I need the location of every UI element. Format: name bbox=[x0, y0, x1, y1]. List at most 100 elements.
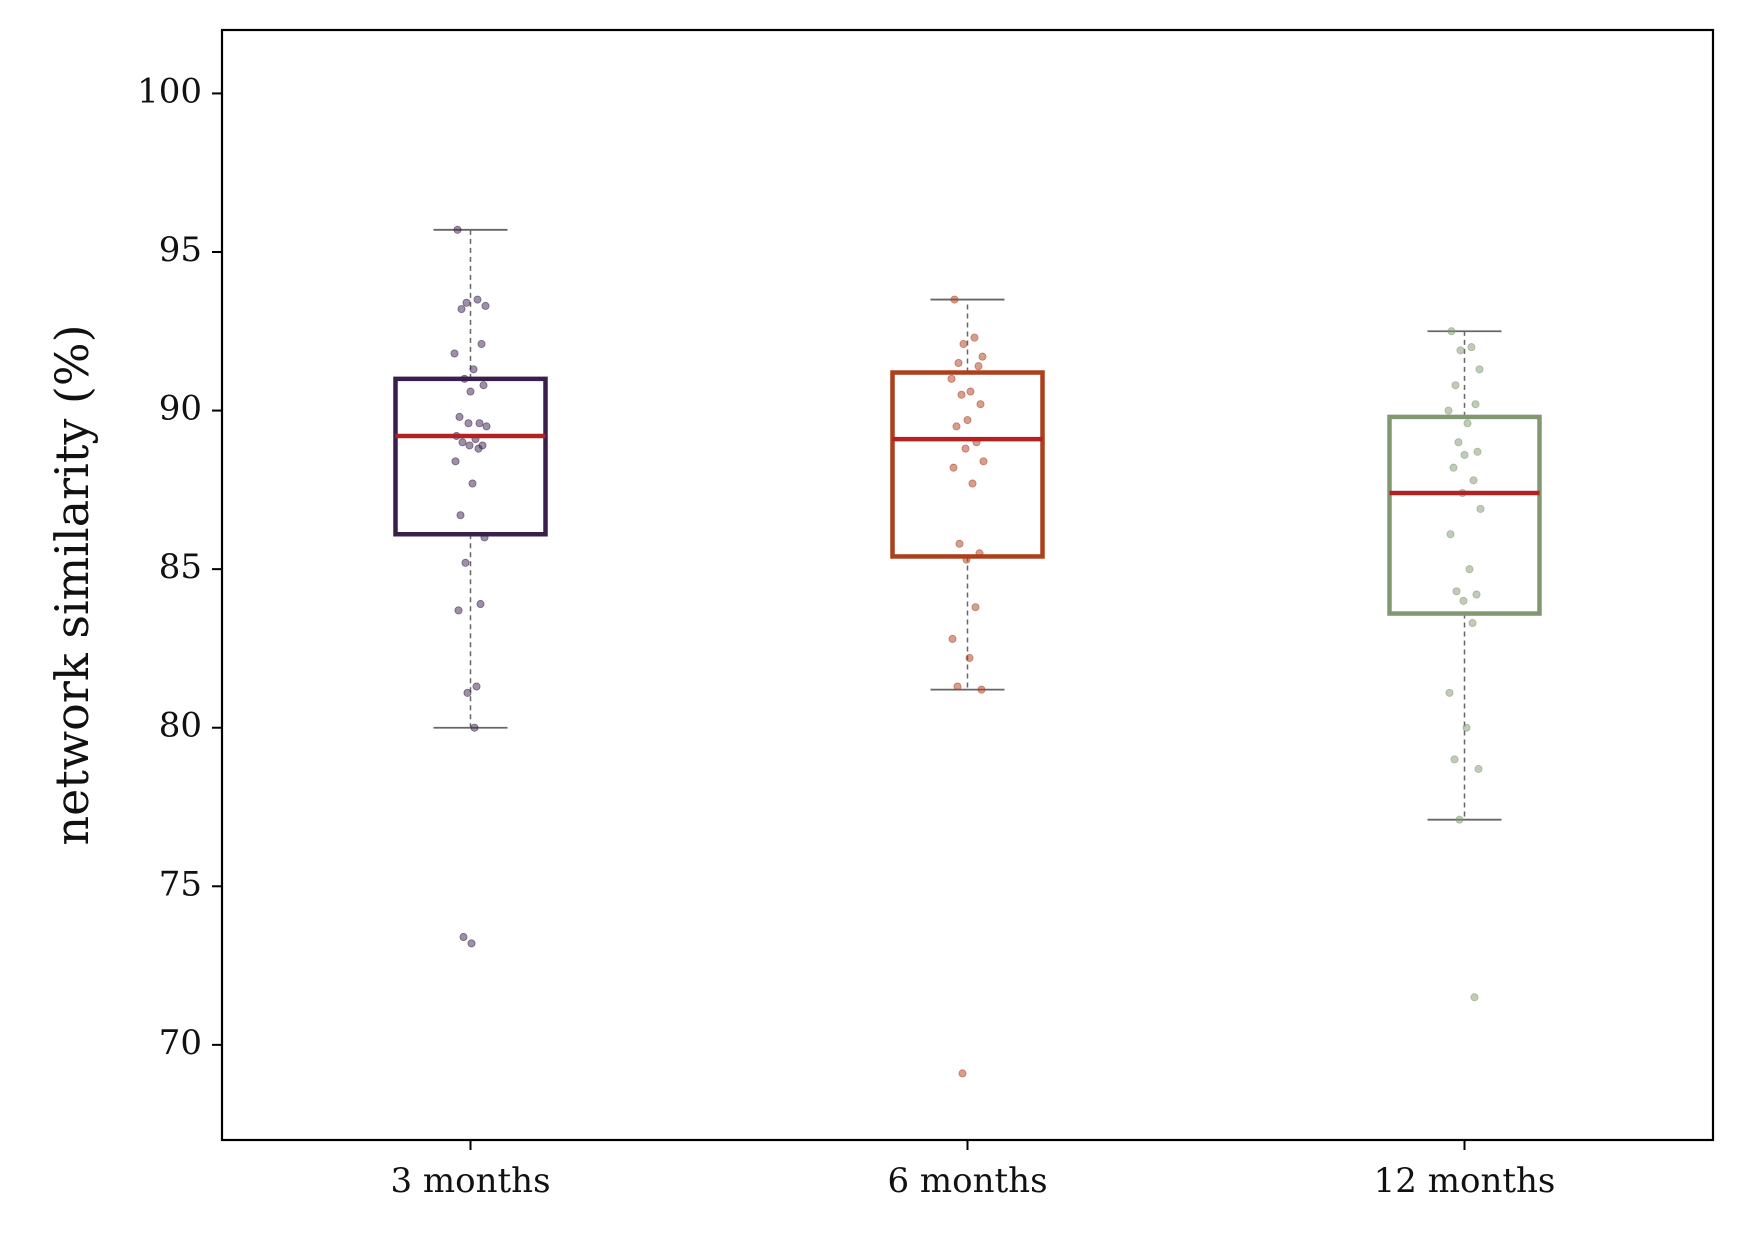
data-point bbox=[469, 365, 478, 374]
y-tick-label-70: 70 bbox=[159, 1023, 202, 1063]
x-tick-label-2: 12 months bbox=[1374, 1161, 1556, 1201]
data-point bbox=[1471, 400, 1480, 409]
data-point bbox=[1449, 463, 1458, 472]
data-point bbox=[468, 479, 477, 488]
data-point bbox=[470, 723, 479, 732]
data-point bbox=[1459, 596, 1468, 605]
data-point bbox=[455, 412, 464, 421]
box-group-0 bbox=[393, 225, 548, 948]
y-tick-label-75: 75 bbox=[159, 864, 202, 904]
data-point bbox=[482, 422, 491, 431]
data-point bbox=[962, 555, 971, 564]
data-point bbox=[955, 539, 964, 548]
data-point bbox=[1446, 530, 1455, 539]
data-point bbox=[454, 606, 463, 615]
data-point bbox=[1475, 365, 1484, 374]
data-point bbox=[947, 374, 956, 383]
data-point bbox=[1452, 587, 1461, 596]
data-point bbox=[950, 295, 959, 304]
data-point bbox=[480, 533, 489, 542]
data-point bbox=[959, 339, 968, 348]
data-point bbox=[463, 688, 472, 697]
data-point bbox=[977, 685, 986, 694]
box-0 bbox=[393, 376, 548, 537]
data-point bbox=[966, 387, 975, 396]
data-point bbox=[456, 511, 465, 520]
y-tick-label-95: 95 bbox=[159, 230, 202, 270]
data-point bbox=[975, 549, 984, 558]
data-point bbox=[1470, 993, 1479, 1002]
box-group-1 bbox=[890, 295, 1045, 1078]
data-point bbox=[1476, 504, 1485, 513]
data-point bbox=[475, 419, 484, 428]
data-point bbox=[474, 444, 483, 453]
data-point bbox=[979, 457, 988, 466]
data-point bbox=[458, 438, 467, 447]
data-point bbox=[958, 1069, 967, 1078]
data-point bbox=[948, 634, 957, 643]
data-point bbox=[1450, 755, 1459, 764]
y-axis-label: network similarity (%) bbox=[45, 324, 99, 845]
data-point bbox=[479, 381, 488, 390]
data-point bbox=[1456, 346, 1465, 355]
box-group-2 bbox=[1387, 327, 1542, 1002]
y-tick-label-85: 85 bbox=[159, 547, 202, 587]
plot-marks bbox=[393, 225, 1542, 1078]
data-point bbox=[465, 441, 474, 450]
data-point bbox=[466, 387, 475, 396]
data-point bbox=[453, 225, 462, 234]
data-point bbox=[477, 339, 486, 348]
data-point bbox=[1463, 419, 1472, 428]
data-point bbox=[481, 301, 490, 310]
data-point bbox=[1468, 619, 1477, 628]
data-point bbox=[978, 352, 987, 361]
data-point bbox=[1467, 343, 1476, 352]
data-point bbox=[467, 939, 476, 948]
data-point bbox=[1451, 381, 1460, 390]
data-point bbox=[457, 305, 466, 314]
data-point bbox=[954, 358, 963, 367]
data-point bbox=[459, 933, 468, 942]
y-tick-label-90: 90 bbox=[159, 389, 202, 429]
data-point bbox=[464, 419, 473, 428]
data-point bbox=[1454, 438, 1463, 447]
y-tick-label-80: 80 bbox=[159, 706, 202, 746]
data-point bbox=[976, 400, 985, 409]
data-point bbox=[1474, 764, 1483, 773]
data-point bbox=[1444, 406, 1453, 415]
x-tick-label-0: 3 months bbox=[390, 1161, 550, 1201]
data-point bbox=[970, 333, 979, 342]
data-point bbox=[450, 349, 459, 358]
data-point bbox=[462, 298, 471, 307]
data-point bbox=[968, 479, 977, 488]
data-point bbox=[460, 374, 469, 383]
data-point bbox=[1473, 447, 1482, 456]
x-axis: 3 months 6 months 12 months bbox=[390, 1140, 1555, 1201]
data-point bbox=[476, 600, 485, 609]
data-point bbox=[1455, 815, 1464, 824]
y-tick-label-100: 100 bbox=[137, 71, 202, 111]
data-point bbox=[953, 682, 962, 691]
data-point bbox=[1465, 565, 1474, 574]
data-point bbox=[965, 653, 974, 662]
data-point bbox=[952, 422, 961, 431]
x-tick-label-1: 6 months bbox=[887, 1161, 1047, 1201]
data-point bbox=[451, 457, 460, 466]
data-point bbox=[1445, 688, 1454, 697]
y-axis: 70 75 80 85 90 95 100 bbox=[137, 71, 222, 1063]
data-point bbox=[1472, 590, 1481, 599]
data-point bbox=[461, 558, 470, 567]
data-point bbox=[1447, 327, 1456, 336]
data-point bbox=[949, 463, 958, 472]
data-point bbox=[957, 390, 966, 399]
box-2 bbox=[1387, 414, 1542, 616]
data-point bbox=[971, 603, 980, 612]
data-point bbox=[1469, 476, 1478, 485]
data-point bbox=[1460, 450, 1469, 459]
data-point bbox=[961, 444, 970, 453]
data-point bbox=[1462, 723, 1471, 732]
data-point bbox=[974, 362, 983, 371]
data-point bbox=[473, 295, 482, 304]
